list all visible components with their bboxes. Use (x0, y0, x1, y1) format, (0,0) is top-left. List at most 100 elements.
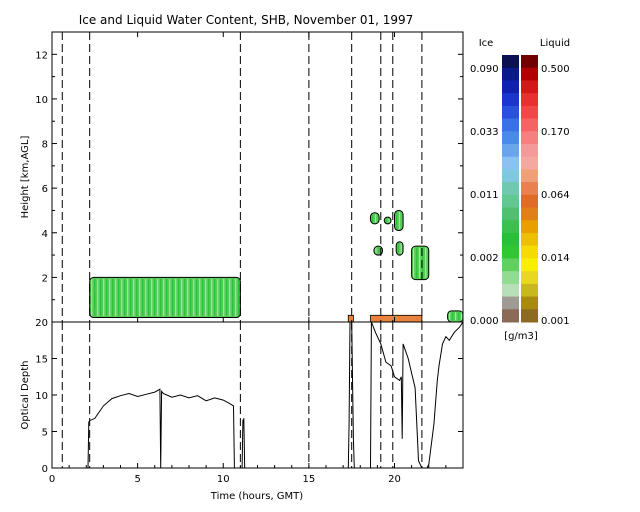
height-tick-label: 6 (42, 184, 48, 195)
colorbar: Ice Liquid 0.090 0.033 0.011 0.002 0.000 0.50… (470, 38, 570, 342)
height-axis-label: Height [km,AGL] (20, 136, 31, 219)
colorbar-ice-label: Ice (479, 38, 494, 49)
ice-color-step (502, 233, 519, 247)
optical-depth-ticks: 0 5 10 15 20 (35, 318, 463, 475)
ice-color-step (502, 182, 519, 196)
liquid-color-step (521, 296, 538, 310)
ice-region (447, 310, 464, 323)
ice-region (395, 241, 404, 256)
top-time-ticks (51, 32, 395, 322)
liquid-color-step (521, 271, 538, 285)
time-tick-label: 20 (388, 474, 401, 485)
time-tick-label: 10 (217, 474, 230, 485)
height-tick-label: 8 (42, 140, 48, 151)
ice-color-step (502, 144, 519, 158)
ice-value-label: 0.090 (470, 64, 499, 75)
liquid-color-step (521, 309, 538, 323)
ice-color-step (502, 245, 519, 259)
liquid-color-step (521, 105, 538, 120)
ice-region-fill (395, 241, 404, 256)
ice-value-label: 0.033 (470, 127, 499, 138)
time-ticks: 0 5 10 15 20 (49, 463, 447, 485)
ice-region-fill (394, 209, 404, 232)
water-content-panel: 2 4 6 8 10 12 Height [km,AGL] (20, 31, 464, 323)
ice-color-step (502, 156, 519, 170)
liquid-color-step (521, 245, 538, 259)
ice-color-step (502, 271, 519, 285)
ice-value-label: 0.011 (470, 190, 499, 201)
optical-depth-tick-label: 15 (35, 355, 48, 366)
liquid-value-label: 0.170 (541, 127, 570, 138)
colorbar-liquid-label: Liquid (540, 38, 570, 49)
liquid-color-step (521, 258, 538, 272)
ice-color-step (502, 118, 519, 132)
ice-color-step (502, 67, 519, 81)
ice-value-label: 0.000 (470, 316, 499, 327)
optical-depth-axis-label: Optical Depth (20, 361, 31, 430)
optical-depth-tick-label: 5 (42, 428, 48, 439)
liquid-color-step (521, 194, 538, 209)
liquid-color-step (521, 283, 538, 298)
ice-value-label: 0.002 (470, 253, 499, 264)
colorbar-value-labels: 0.090 0.033 0.011 0.002 0.000 0.500 0.170 0.064… (470, 64, 570, 327)
ice-color-step (502, 309, 519, 323)
height-tick-label: 10 (35, 95, 48, 106)
liquid-color-step (521, 144, 538, 158)
colorbar-unit-label: [g/m3] (504, 331, 538, 342)
optical-depth-panel: 0 5 10 15 20 0 5 10 15 20 Optical Depth Time (ho… (20, 318, 464, 502)
ice-color-scale (502, 55, 519, 323)
ice-color-step (502, 194, 519, 209)
optical-depth-tick-label: 10 (35, 391, 48, 402)
optical-depth-tick-label: 0 (42, 464, 48, 475)
liquid-color-scale (521, 55, 538, 323)
ice-color-step (502, 131, 519, 145)
liquid-value-label: 0.001 (541, 316, 570, 327)
ice-color-step (502, 283, 519, 298)
height-tick-label: 4 (42, 229, 48, 240)
liquid-color-step (521, 67, 538, 81)
liquid-color-step (521, 131, 538, 145)
ice-region (411, 245, 430, 281)
liquid-color-step (521, 220, 538, 234)
ice-region-fill (370, 212, 380, 225)
ice-region (394, 209, 404, 232)
time-tick-label: 15 (303, 474, 316, 485)
liquid-value-label: 0.064 (541, 190, 570, 201)
time-tick-label: 0 (49, 474, 55, 485)
height-tick-label: 12 (35, 50, 48, 61)
ice-color-step (502, 105, 519, 120)
ice-color-step (502, 258, 519, 272)
liquid-color-step (521, 80, 538, 94)
ice-color-step (502, 296, 519, 310)
ice-color-step (502, 207, 519, 221)
liquid-color-step (521, 118, 538, 132)
liquid-color-step (521, 182, 538, 196)
time-axis-label: Time (hours, GMT) (210, 491, 304, 502)
liquid-value-label: 0.014 (541, 253, 570, 264)
liquid-color-step (521, 156, 538, 170)
time-tick-label: 5 (134, 474, 140, 485)
ice-region (89, 276, 241, 319)
height-ticks: 2 4 6 8 10 12 (35, 50, 463, 301)
ice-color-step (502, 55, 519, 69)
chart-title: Ice and Liquid Water Content, SHB, Novem… (79, 13, 414, 27)
liquid-value-label: 0.500 (541, 64, 570, 75)
ice-region-fill (383, 216, 392, 225)
liquid-color-step (521, 233, 538, 247)
ice-region (383, 216, 392, 225)
liquid-color-step (521, 55, 538, 69)
liquid-region (347, 314, 354, 323)
dashed-lines (61, 322, 423, 468)
height-tick-label: 2 (42, 273, 48, 284)
ice-color-step (502, 80, 519, 94)
ice-color-step (502, 220, 519, 234)
liquid-color-step (521, 93, 538, 107)
dashed-lines (61, 32, 423, 322)
ice-region (370, 212, 380, 225)
ice-color-step (502, 169, 519, 183)
optical-depth-tick-label: 20 (35, 318, 48, 329)
liquid-color-step (521, 207, 538, 221)
ice-color-step (502, 93, 519, 107)
liquid-color-step (521, 169, 538, 183)
